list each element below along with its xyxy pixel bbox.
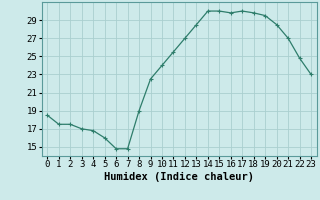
X-axis label: Humidex (Indice chaleur): Humidex (Indice chaleur)	[104, 172, 254, 182]
